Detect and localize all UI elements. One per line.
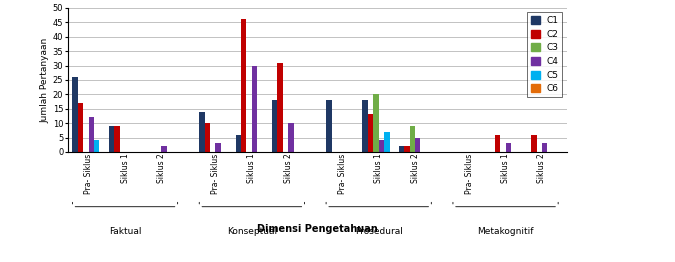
Bar — [72, 77, 78, 152]
Bar — [78, 103, 83, 152]
Bar — [368, 114, 373, 152]
Text: Metakognitif: Metakognitif — [477, 227, 534, 236]
Bar — [384, 132, 389, 152]
Bar — [373, 94, 379, 152]
Bar — [109, 126, 114, 152]
Bar — [326, 100, 331, 152]
Bar — [241, 19, 246, 152]
Bar — [161, 146, 167, 152]
Bar — [531, 135, 537, 152]
Bar — [506, 143, 511, 152]
Bar — [495, 135, 500, 152]
Bar — [88, 117, 94, 152]
Bar — [94, 140, 99, 152]
Bar — [288, 123, 294, 152]
Bar — [542, 143, 547, 152]
Bar — [415, 138, 421, 152]
Bar — [410, 126, 415, 152]
Bar — [379, 140, 384, 152]
Bar — [404, 146, 410, 152]
Bar — [252, 66, 257, 152]
Bar — [114, 126, 119, 152]
Bar — [272, 100, 277, 152]
Y-axis label: Jumlah Pertanyaan: Jumlah Pertanyaan — [41, 37, 50, 123]
Bar — [215, 143, 221, 152]
Bar — [362, 100, 368, 152]
Text: Prosedural: Prosedural — [355, 227, 403, 236]
Text: Konseptual: Konseptual — [227, 227, 277, 236]
Bar — [277, 63, 283, 152]
Bar — [199, 112, 205, 152]
Text: Faktual: Faktual — [109, 227, 141, 236]
Legend: C1, C2, C3, C4, C5, C6: C1, C2, C3, C4, C5, C6 — [527, 12, 562, 97]
Bar — [205, 123, 210, 152]
X-axis label: Dimensi Pengetahuan: Dimensi Pengetahuan — [257, 224, 377, 234]
Bar — [236, 135, 241, 152]
Bar — [399, 146, 404, 152]
